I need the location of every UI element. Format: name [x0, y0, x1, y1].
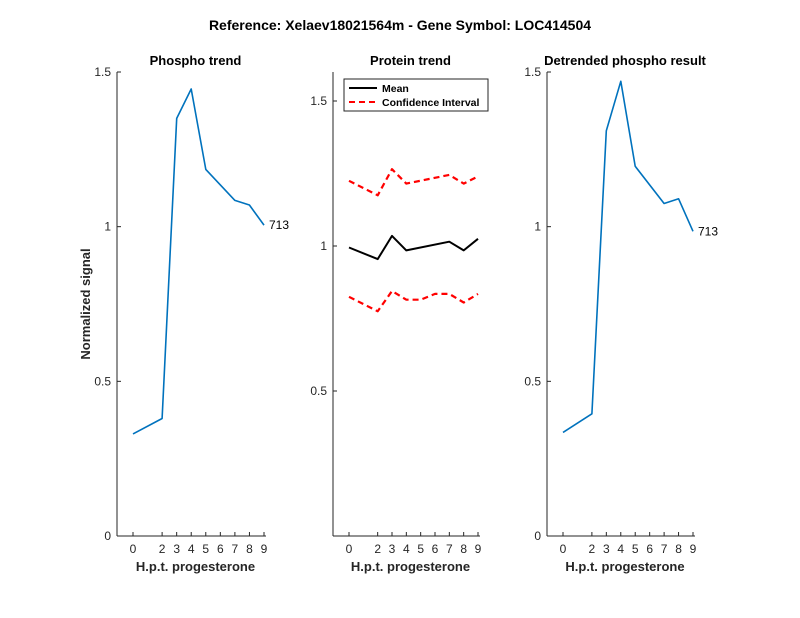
y-tick-label: 1.5 [310, 94, 327, 108]
x-axis-label: H.p.t. progesterone [565, 559, 684, 574]
x-tick-label: 8 [246, 542, 253, 556]
subplot-title: Detrended phospho result [544, 53, 706, 68]
x-tick-label: 6 [217, 542, 224, 556]
y-tick-label: 1.5 [94, 65, 111, 79]
subplot-3: 0 0.5 1 1.5 0 2 3 4 5 6 7 8 9 Detrended phospho resul… [524, 53, 718, 574]
x-tick-label: 0 [130, 542, 137, 556]
y-tick-label: 0.5 [94, 374, 111, 388]
x-tick-label: 2 [159, 542, 166, 556]
legend-label: Mean [382, 83, 409, 95]
subplot-2: 0.5 1 1.5 0 2 3 4 5 6 7 8 9 Protein trend H.p.t. prog… [310, 53, 489, 574]
subplot-1: 0 0.5 1 1.5 0 2 3 4 5 6 7 8 9 Phospho trend H.p.t. pro… [78, 53, 289, 574]
y-tick-label: 0.5 [524, 374, 541, 388]
x-tick-label: 4 [188, 542, 195, 556]
x-tick-label: 5 [632, 542, 639, 556]
x-tick-label: 8 [675, 542, 682, 556]
figure-title: Reference: Xelaev18021564m - Gene Symbol… [209, 17, 591, 33]
ci-upper-series-line [348, 168, 479, 197]
x-tick-label: 0 [560, 542, 567, 556]
x-tick-label: 2 [589, 542, 596, 556]
y-tick-label: 0 [534, 529, 541, 543]
series-end-label: 713 [269, 218, 289, 232]
x-tick-label: 0 [346, 542, 353, 556]
y-tick-label: 1 [320, 239, 327, 253]
x-tick-label: 9 [261, 542, 268, 556]
x-tick-label: 7 [446, 542, 453, 556]
phospho-series-line [562, 80, 694, 434]
y-tick-label: 1 [534, 220, 541, 234]
y-tick-label: 0 [104, 529, 111, 543]
x-tick-label: 4 [617, 542, 624, 556]
mean-series-line [348, 234, 479, 261]
x-tick-label: 8 [460, 542, 467, 556]
y-tick-label: 1.5 [524, 65, 541, 79]
x-axis-label: H.p.t. progesterone [136, 559, 255, 574]
legend-label: Confidence Interval [382, 97, 480, 109]
x-tick-label: 9 [475, 542, 482, 556]
subplot-title: Phospho trend [150, 53, 242, 68]
x-tick-label: 2 [374, 542, 381, 556]
x-axis-label: H.p.t. progesterone [351, 559, 470, 574]
legend: Mean Confidence Interval [343, 78, 489, 112]
x-tick-label: 3 [603, 542, 610, 556]
ci-lower-series-line [348, 289, 479, 313]
y-tick-label: 0.5 [310, 384, 327, 398]
y-axis-label: Normalized signal [78, 248, 93, 359]
x-tick-label: 7 [661, 542, 668, 556]
x-tick-label: 3 [173, 542, 180, 556]
series-end-label: 713 [698, 224, 718, 238]
x-tick-label: 3 [389, 542, 396, 556]
x-tick-label: 7 [232, 542, 239, 556]
x-tick-label: 5 [417, 542, 424, 556]
x-tick-label: 6 [432, 542, 439, 556]
x-tick-label: 4 [403, 542, 410, 556]
x-tick-label: 9 [690, 542, 697, 556]
x-tick-label: 5 [202, 542, 209, 556]
y-tick-label: 1 [104, 220, 111, 234]
x-tick-label: 6 [646, 542, 653, 556]
subplot-title: Protein trend [370, 53, 451, 68]
phospho-series-line [132, 88, 265, 435]
legend-box [343, 78, 489, 112]
